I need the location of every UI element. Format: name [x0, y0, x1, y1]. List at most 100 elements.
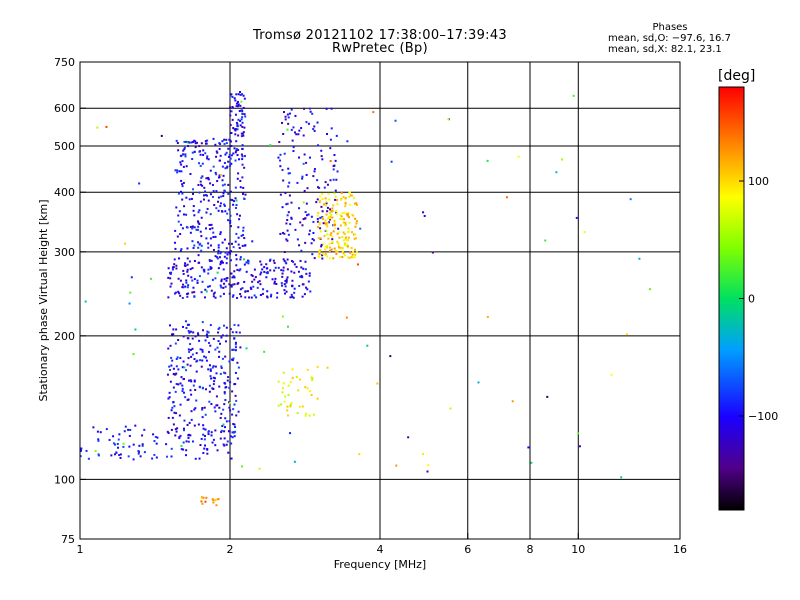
x-tick-label: 8: [527, 543, 534, 556]
data-point: [119, 456, 122, 459]
data-point: [304, 268, 307, 271]
data-point: [289, 296, 292, 299]
data-point: [222, 292, 225, 295]
data-point: [174, 373, 177, 376]
data-point: [341, 250, 344, 253]
data-point: [530, 461, 533, 464]
data-point: [240, 100, 243, 103]
data-point: [317, 237, 320, 240]
data-point: [182, 427, 185, 430]
data-point: [351, 253, 354, 256]
data-point: [169, 368, 172, 371]
data-point: [183, 148, 186, 151]
data-point: [339, 218, 342, 221]
data-point: [273, 282, 276, 285]
data-point: [232, 283, 235, 286]
data-point: [342, 231, 345, 234]
data-point: [345, 239, 348, 242]
data-point: [229, 190, 232, 193]
data-point: [155, 456, 158, 459]
data-point: [347, 239, 350, 242]
data-point: [241, 163, 244, 166]
data-point: [218, 326, 221, 329]
y-axis: 75 100 200 300 400 500 600 750: [54, 56, 86, 546]
data-point: [303, 293, 306, 296]
data-point: [233, 423, 236, 426]
data-point: [224, 210, 227, 213]
data-point: [258, 280, 261, 283]
data-point: [99, 431, 102, 434]
data-point: [194, 146, 197, 149]
data-point: [200, 437, 203, 440]
data-point: [196, 281, 199, 284]
data-point: [265, 271, 268, 274]
data-point: [325, 229, 328, 232]
data-point: [177, 257, 180, 260]
data-point: [321, 210, 324, 213]
data-point: [266, 295, 269, 298]
data-point: [112, 442, 115, 445]
data-point: [331, 235, 334, 238]
data-point: [182, 269, 185, 272]
data-point: [292, 260, 295, 263]
data-point: [212, 231, 215, 234]
data-point: [167, 416, 170, 419]
data-point: [326, 183, 329, 186]
data-point: [232, 200, 235, 203]
data-point: [204, 388, 207, 391]
data-point: [174, 229, 177, 232]
data-point: [177, 220, 180, 223]
data-point: [215, 173, 218, 176]
data-point: [347, 227, 350, 230]
data-point: [286, 128, 289, 131]
data-point: [313, 257, 316, 260]
data-point: [233, 97, 236, 100]
data-point: [330, 127, 333, 130]
data-point: [222, 286, 225, 289]
data-point: [575, 216, 578, 219]
data-point: [196, 220, 199, 223]
data-point: [194, 407, 197, 410]
data-point: [204, 413, 207, 416]
data-point: [330, 213, 333, 216]
data-point: [175, 365, 178, 368]
data-point: [207, 368, 210, 371]
data-point: [236, 100, 239, 103]
data-point: [186, 323, 189, 326]
data-point: [287, 167, 290, 170]
data-point: [339, 247, 342, 250]
data-point: [225, 279, 228, 282]
data-point: [215, 372, 218, 375]
data-point: [221, 241, 224, 244]
data-point: [284, 115, 287, 118]
data-point: [261, 292, 264, 295]
data-point: [285, 203, 288, 206]
data-point: [338, 236, 341, 239]
data-point: [210, 259, 213, 262]
data-point: [325, 107, 328, 110]
data-point: [354, 233, 357, 236]
data-point: [286, 202, 289, 205]
data-point: [185, 449, 188, 452]
data-point: [181, 185, 184, 188]
x-tick-label: 10: [571, 543, 585, 556]
data-point: [376, 382, 379, 385]
data-point: [233, 283, 236, 286]
data-point: [331, 238, 334, 241]
data-point: [177, 149, 180, 152]
data-point: [230, 144, 233, 147]
data-point: [229, 140, 232, 143]
data-point: [237, 236, 240, 239]
data-point: [505, 196, 508, 199]
data-point: [221, 334, 224, 337]
data-point: [179, 357, 182, 360]
data-point: [94, 450, 97, 453]
data-point: [290, 402, 293, 405]
data-point: [193, 291, 196, 294]
data-point: [221, 184, 224, 187]
data-point: [192, 286, 195, 289]
data-point: [242, 226, 245, 229]
data-point: [311, 377, 314, 380]
data-point: [327, 221, 330, 224]
data-point: [197, 183, 200, 186]
